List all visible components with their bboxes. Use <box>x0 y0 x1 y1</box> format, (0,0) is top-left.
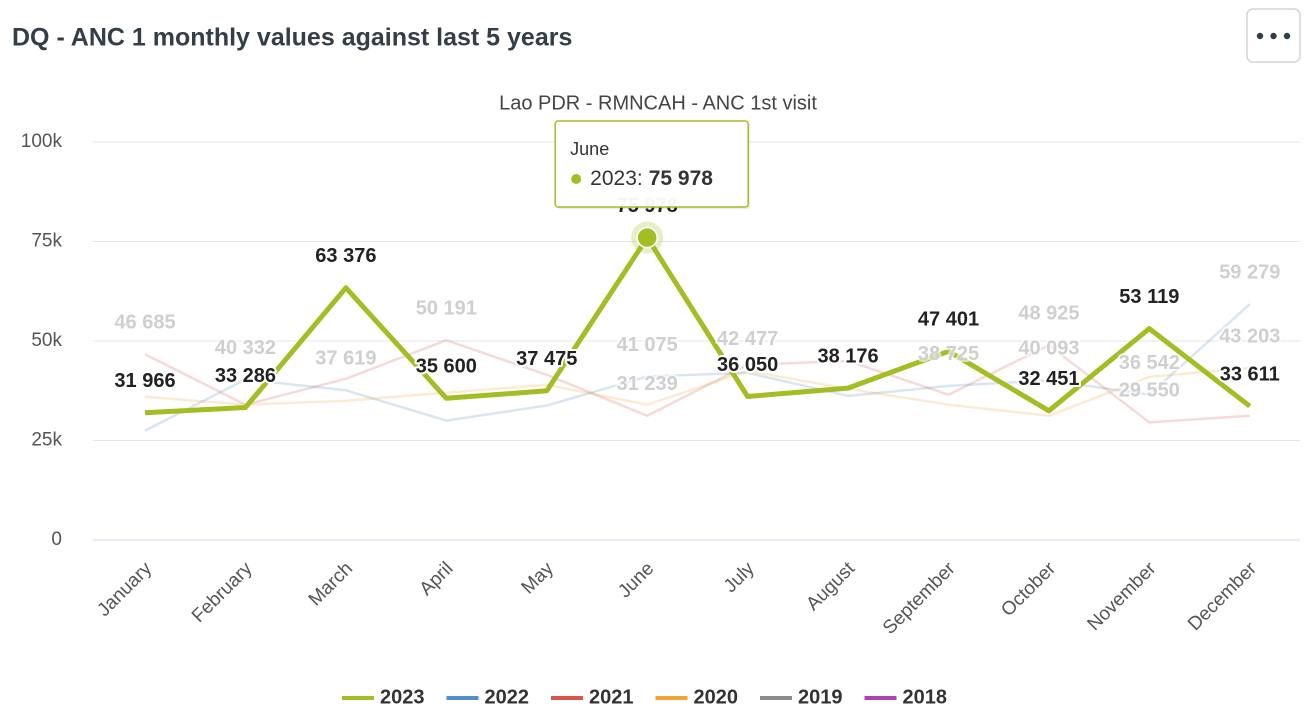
tooltip-number: 75 978 <box>649 167 714 190</box>
data-label: 38 725 <box>918 343 979 365</box>
legend-label: 2023 <box>380 686 425 708</box>
data-label: 31 966 <box>114 370 175 392</box>
data-label: 33 286 <box>215 365 276 387</box>
series-line <box>144 303 1251 432</box>
tooltip-marker <box>571 174 582 184</box>
x-tick-label: March <box>305 558 357 610</box>
data-label: 59 279 <box>1219 261 1280 283</box>
data-label: 37 475 <box>516 348 577 370</box>
legend-item[interactable]: 2020 <box>655 686 739 708</box>
data-label: 31 239 <box>617 373 678 395</box>
data-label: 37 619 <box>315 348 376 370</box>
data-label: 40 093 <box>1018 338 1079 360</box>
legend-item[interactable]: 2023 <box>342 686 425 708</box>
x-tick-label: June <box>614 558 658 602</box>
data-label: 43 203 <box>1219 325 1280 347</box>
data-label: 36 542 <box>1119 352 1180 374</box>
series-line <box>144 235 1252 416</box>
hover-point <box>636 226 658 249</box>
legend-label: 2021 <box>589 686 634 708</box>
legend-item[interactable]: 2022 <box>446 686 530 708</box>
y-tick-label: 75k <box>31 231 62 252</box>
x-tick-label: September <box>879 558 960 639</box>
menu-button[interactable] <box>1246 8 1301 63</box>
data-label: 29 550 <box>1119 380 1180 402</box>
series-line <box>144 338 1250 424</box>
x-tick-label: May <box>518 558 559 599</box>
menu-dot <box>1270 32 1277 40</box>
y-tick-label: 100k <box>21 131 63 152</box>
legend-item[interactable]: 2021 <box>551 686 634 708</box>
legend-item[interactable]: 2019 <box>760 686 843 708</box>
tooltip: June 2023: 75 978 <box>554 120 751 209</box>
x-tick-label: July <box>720 558 759 597</box>
legend-label: 2019 <box>798 686 843 708</box>
legend-label: 2022 <box>485 686 530 708</box>
y-tick-label: 25k <box>31 430 62 451</box>
x-tick-label: October <box>997 558 1060 621</box>
x-tick-label: November <box>1084 558 1161 635</box>
x-tick-label: January <box>93 558 156 621</box>
data-label: 32 451 <box>1018 368 1079 390</box>
data-label: 33 611 <box>1220 364 1280 386</box>
data-label: 41 075 <box>617 334 678 356</box>
tooltip-series: 2023: <box>590 167 643 190</box>
series-line <box>144 366 1250 418</box>
data-label: 47 401 <box>918 309 979 331</box>
tooltip-box <box>554 120 749 208</box>
legend: 2023 2022 2021 2020 2019 2018 <box>342 686 947 708</box>
y-tick-label: 0 <box>51 529 62 550</box>
legend-label: 2020 <box>694 686 739 708</box>
menu-dot <box>1256 32 1264 40</box>
x-tick-label: August <box>802 558 859 615</box>
chart-title: DQ - ANC 1 monthly values against last 5… <box>12 24 572 52</box>
data-label: 38 176 <box>817 345 878 367</box>
data-label: 40 332 <box>215 337 276 359</box>
menu-dot <box>1283 32 1291 40</box>
data-label: 42 477 <box>717 328 778 350</box>
tooltip-title: June <box>570 139 609 159</box>
chart-subtitle: Lao PDR - RMNCAH - ANC 1st visit <box>499 92 817 114</box>
x-tick-label: February <box>188 558 257 627</box>
data-label: 48 925 <box>1018 303 1079 325</box>
y-tick-label: 50k <box>31 330 62 351</box>
data-label: 35 600 <box>416 356 477 378</box>
data-label: 63 376 <box>315 245 376 267</box>
data-label: 50 191 <box>416 298 477 320</box>
x-tick-label: April <box>416 558 458 600</box>
legend-label: 2018 <box>903 686 948 708</box>
data-label: 36 050 <box>717 354 778 376</box>
x-tick-label: December <box>1184 558 1261 635</box>
legend-item[interactable]: 2018 <box>864 686 948 708</box>
tooltip-value: 2023: 75 978 <box>590 167 713 190</box>
data-label: 46 685 <box>114 311 175 333</box>
data-label: 53 119 <box>1119 286 1179 308</box>
